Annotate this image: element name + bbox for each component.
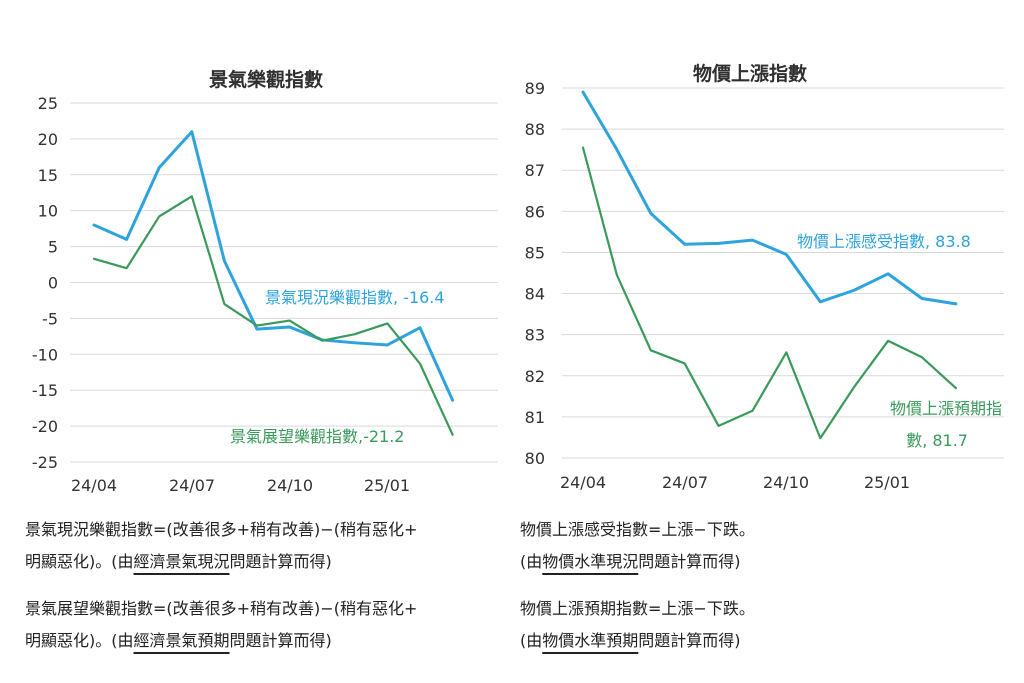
note-line: (由物價水準現況問題計算而得) xyxy=(520,552,755,572)
y-tick-label: 5 xyxy=(48,238,58,257)
y-tick-label: 87 xyxy=(525,161,545,180)
series-label: 物價上漲感受指數, 83.8 xyxy=(797,232,971,251)
y-tick-label: 88 xyxy=(525,120,545,139)
note-underline: 經濟景氣預期 xyxy=(133,631,230,650)
note-text: 問題計算而得) xyxy=(638,631,741,650)
note-text: 明顯惡化)。(由 xyxy=(25,552,134,571)
note-text: (由 xyxy=(520,631,543,650)
note-text: 明顯惡化)。(由 xyxy=(25,631,134,650)
series-line-2 xyxy=(92,195,454,436)
series-line-1 xyxy=(581,90,958,306)
note-line: 景氣現況樂觀指數=(改善很多+稍有改善)−(稍有惡化+ xyxy=(25,520,418,539)
note-current-business: 景氣現況樂觀指數=(改善很多+稍有改善)−(稍有惡化+ 明顯惡化)。(由經濟景氣… xyxy=(25,520,417,572)
note-line: 物價上漲感受指數=上漲−下跌。 xyxy=(520,520,755,539)
y-tick-label: 84 xyxy=(525,285,545,304)
y-tick-label: 15 xyxy=(38,166,58,185)
price-increase-chart: 物價上漲指數 89 88 87 86 85 84 83 82 81 80 24/04 24/07 24/… xyxy=(525,62,1004,492)
series-label: 景氣現況樂觀指數, -16.4 xyxy=(265,288,445,307)
note-outlook-business: 景氣展望樂觀指數=(改善很多+稍有改善)−(稍有惡化+ 明顯惡化)。(由經濟景氣… xyxy=(25,599,417,651)
series-label: 物價上漲預期指 xyxy=(890,399,1002,418)
note-text: 問題計算而得) xyxy=(229,552,332,571)
y-tick-label: 83 xyxy=(525,326,545,345)
y-tick-label: 82 xyxy=(525,367,545,386)
y-tick-label: -10 xyxy=(32,345,58,364)
y-tick-label: -25 xyxy=(32,453,58,472)
y-tick-label: 86 xyxy=(525,202,545,221)
y-tick-label: 20 xyxy=(38,130,58,149)
note-line: 明顯惡化)。(由經濟景氣預期問題計算而得) xyxy=(25,631,417,651)
note-text: 問題計算而得) xyxy=(638,552,741,571)
note-underline: 物價水準現況 xyxy=(542,552,639,571)
note-price-current: 物價上漲感受指數=上漲−下跌。 (由物價水準現況問題計算而得) xyxy=(520,520,755,572)
series-line-1 xyxy=(92,130,455,402)
y-tick-label: -20 xyxy=(32,417,58,436)
note-line: 景氣展望樂觀指數=(改善很多+稍有改善)−(稍有惡化+ xyxy=(25,599,418,618)
y-tick-label: 10 xyxy=(38,202,58,221)
note-line: (由物價水準預期問題計算而得) xyxy=(520,631,755,651)
note-text: (由 xyxy=(520,552,543,571)
note-line: 物價上漲預期指數=上漲−下跌。 xyxy=(520,599,755,618)
y-tick-label: -15 xyxy=(32,381,58,400)
x-tick-label: 25/01 xyxy=(864,473,910,492)
y-tick-label: 81 xyxy=(525,408,545,427)
y-tick-label: -5 xyxy=(42,309,58,328)
y-tick-label: 80 xyxy=(525,449,545,468)
note-underline: 物價水準預期 xyxy=(542,631,639,650)
x-tick-label: 24/10 xyxy=(763,473,809,492)
y-tick-label: 25 xyxy=(38,94,58,113)
x-tick-label: 24/07 xyxy=(169,476,215,495)
y-tick-label: 89 xyxy=(525,79,545,98)
x-tick-label: 24/04 xyxy=(71,476,117,495)
x-tick-label: 24/04 xyxy=(560,473,606,492)
x-tick-label: 24/07 xyxy=(662,473,708,492)
series-label: 景氣展望樂觀指數,-21.2 xyxy=(230,427,405,446)
charts-canvas: 景氣樂觀指數 25 20 15 10 5 0 -5 -10 -15 -20 -25 24/04 24/0… xyxy=(32,62,1004,495)
note-underline: 經濟景氣現況 xyxy=(133,552,230,571)
note-price-expect: 物價上漲預期指數=上漲−下跌。 (由物價水準預期問題計算而得) xyxy=(520,599,755,651)
business-optimism-chart: 景氣樂觀指數 25 20 15 10 5 0 -5 -10 -15 -20 -25 24/04 24/0… xyxy=(32,68,498,495)
note-text: 問題計算而得) xyxy=(229,631,332,650)
y-tick-label: 0 xyxy=(48,274,58,293)
x-tick-label: 24/10 xyxy=(267,476,313,495)
note-line: 明顯惡化)。(由經濟景氣現況問題計算而得) xyxy=(25,552,417,572)
y-tick-label: 85 xyxy=(525,243,545,262)
x-tick-label: 25/01 xyxy=(364,476,410,495)
series-label: 數, 81.7 xyxy=(906,431,968,450)
chart2-title: 物價上漲指數 xyxy=(693,62,807,85)
series-line-2 xyxy=(581,146,958,440)
chart1-title: 景氣樂觀指數 xyxy=(209,68,323,91)
